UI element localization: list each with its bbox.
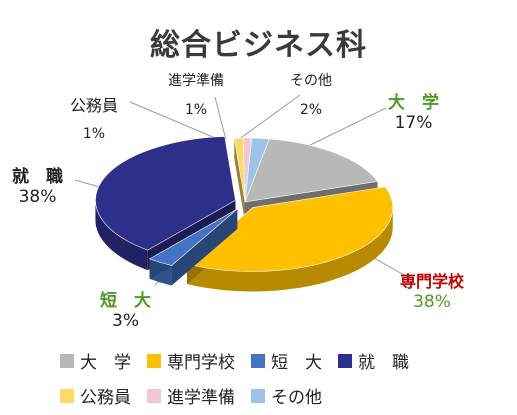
- legend-item-sonota: その他: [251, 383, 322, 408]
- leader-line-shingaku-junbi: [214, 96, 227, 141]
- data-label-sonota: その他 2%: [290, 73, 332, 118]
- data-label-shingaku-junbi: 進学準備 1%: [168, 73, 224, 118]
- legend-swatch: [338, 353, 352, 368]
- leader-line-komuin: [129, 101, 221, 141]
- pie-slice-senmon: [186, 186, 394, 292]
- legend-item-daigaku: 大 学: [60, 348, 131, 373]
- legend-item-senmon: 専門学校: [147, 348, 235, 373]
- leader-line-daigaku: [299, 107, 387, 151]
- legend-item-tandai: 短 大: [251, 348, 322, 373]
- data-label-komuin: 公務員 1%: [70, 96, 119, 142]
- data-label-senmon: 専門学校 38%: [400, 272, 465, 312]
- leader-line-sonota: [237, 94, 301, 141]
- legend-swatch: [251, 388, 265, 403]
- chart-title: 総合ビジネス科: [150, 28, 367, 63]
- legend-swatch: [147, 388, 161, 403]
- legend-swatch: [251, 353, 265, 368]
- legend-item-shingaku-junbi: 進学準備: [147, 383, 235, 408]
- data-label-shushoku: 就 職 38%: [12, 167, 63, 207]
- data-label-tandai: 短 大 3%: [100, 291, 151, 331]
- pie-slice-tandai: [148, 208, 238, 286]
- legend: 大 学 専門学校 短 大 就 職 公務員 進学準備 その他: [60, 348, 500, 408]
- legend-swatch: [60, 353, 74, 368]
- legend-item-shushoku: 就 職: [338, 348, 409, 373]
- legend-swatch: [147, 353, 161, 368]
- legend-swatch: [60, 388, 74, 403]
- pie-slice-komuin: [233, 137, 246, 222]
- legend-item-komuin: 公務員: [60, 383, 131, 408]
- data-label-daigaku: 大 学 17%: [388, 93, 439, 133]
